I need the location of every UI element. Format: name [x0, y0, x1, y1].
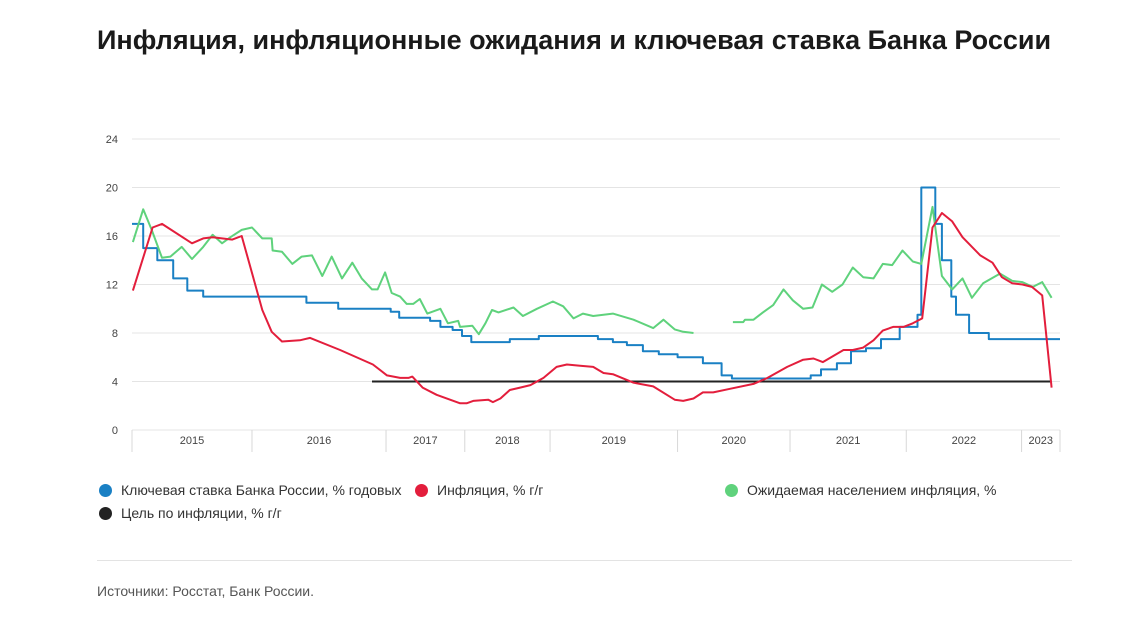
series-key-rate: [132, 186, 1060, 380]
series-expected-inflation: [131, 205, 1053, 336]
x-tick-label: 2020: [722, 435, 746, 447]
legend-label: Цель по инфляции, % г/г: [121, 505, 282, 521]
y-tick-label: 20: [106, 183, 118, 195]
legend-marker: [725, 483, 738, 497]
legend-marker: [99, 483, 112, 497]
x-tick-label: 2023: [1029, 435, 1053, 447]
x-tick-label: 2022: [952, 435, 976, 447]
legend-label: Ожидаемая населением инфляция, %: [747, 482, 997, 498]
x-tick-label: 2018: [495, 435, 519, 447]
legend-marker: [415, 483, 428, 497]
x-tick-label: 2016: [307, 435, 331, 447]
chart-title: Инфляция, инфляционные ожидания и ключев…: [97, 25, 1052, 55]
y-tick-label: 4: [112, 377, 118, 389]
x-tick-label: 2015: [180, 435, 204, 447]
legend-marker: [99, 506, 112, 520]
line-chart: 0 4 8 12 16 20 24 2015 2016 2017 2018 2019 2020 2021 2…: [106, 134, 1061, 452]
y-tick-label: 8: [112, 328, 118, 340]
x-tick-label: 2017: [413, 435, 437, 447]
legend-item-expected-inflation[interactable]: Ожидаемая населением инфляция, %: [725, 482, 997, 498]
legend-item-key-rate[interactable]: Ключевая ставка Банка России, % годовых: [99, 482, 402, 498]
series-inflation: [131, 212, 1053, 405]
divider: [97, 560, 1072, 561]
y-tick-label: 12: [106, 280, 118, 292]
legend-label: Инфляция, % г/г: [437, 482, 544, 498]
y-tick-label: 16: [106, 231, 118, 243]
y-tick-label: 24: [106, 134, 118, 146]
y-tick-label: 0: [112, 425, 118, 437]
legend-item-inflation[interactable]: Инфляция, % г/г: [415, 482, 543, 498]
source-note: Источники: Росстат, Банк России.: [97, 583, 315, 599]
legend-item-inflation-target[interactable]: Цель по инфляции, % г/г: [99, 505, 282, 521]
legend-label: Ключевая ставка Банка России, % годовых: [121, 482, 402, 498]
x-tick-label: 2019: [602, 435, 626, 447]
x-tick-label: 2021: [836, 435, 860, 447]
